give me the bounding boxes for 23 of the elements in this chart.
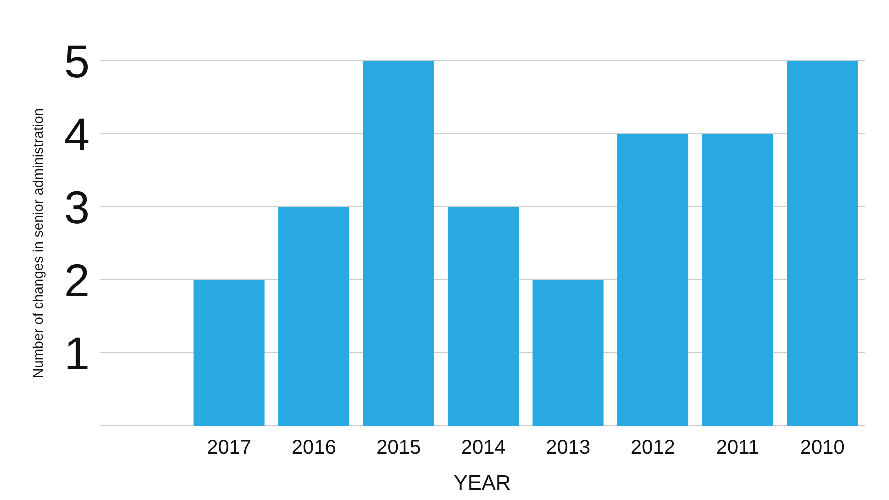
x-axis-title: YEAR: [454, 472, 512, 495]
x-tick-label: 2010: [800, 437, 845, 460]
y-axis-title: Number of changes in senior administration: [30, 108, 46, 379]
y-tick-label: 2: [64, 254, 90, 306]
x-tick-label: 2013: [546, 437, 591, 460]
bar: [532, 280, 604, 426]
bar: [448, 207, 520, 426]
y-tick-label: 4: [64, 108, 90, 160]
y-tick-label: 1: [64, 327, 90, 380]
bar: [787, 61, 858, 426]
x-tick-label: 2014: [461, 437, 506, 460]
bar: [618, 134, 689, 426]
x-tick-label: 2017: [207, 437, 252, 460]
y-tick-label: 5: [64, 35, 90, 88]
bar: [278, 207, 350, 426]
x-tick-label: 2012: [630, 437, 676, 460]
bar: [194, 280, 265, 426]
x-tick-label: 2015: [376, 437, 422, 460]
bar: [702, 134, 774, 426]
y-tick-label: 3: [64, 181, 90, 234]
bar: [363, 61, 434, 426]
x-tick-label: 2016: [292, 437, 336, 460]
x-tick-label: 2011: [716, 437, 760, 460]
